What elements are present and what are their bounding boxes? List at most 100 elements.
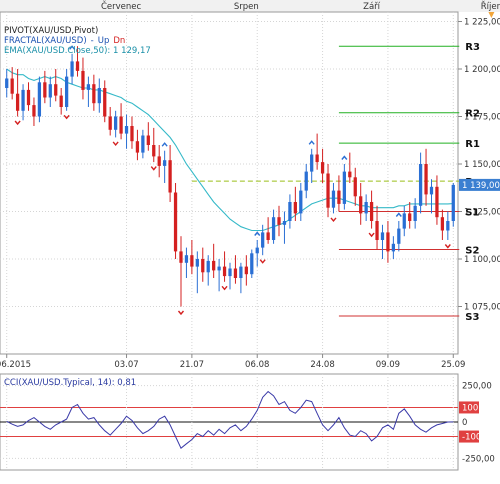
candle-body — [168, 160, 172, 193]
candle-body — [206, 260, 210, 273]
candle-body — [369, 202, 374, 221]
fractal-down-icon — [330, 217, 337, 222]
legend-fractal-up: Up — [97, 36, 110, 46]
candle-body — [32, 105, 36, 117]
candle-body — [179, 251, 183, 263]
ema-line — [6, 68, 454, 232]
current-price-badge — [459, 178, 500, 191]
candle-body — [239, 266, 243, 278]
candle-body — [70, 61, 74, 77]
candle-body — [103, 88, 107, 117]
candle-body — [375, 221, 379, 240]
month-strip — [0, 0, 500, 12]
candle-body — [54, 84, 58, 96]
x-tick-label: 25.09 — [441, 360, 465, 370]
cci-tick-label: 0 — [462, 418, 467, 428]
pivot-label: S1 — [465, 208, 479, 219]
fractal-down-icon — [112, 141, 119, 146]
main-plot-frame — [0, 11, 459, 355]
candle-body — [212, 260, 216, 271]
candle-body — [293, 202, 297, 214]
candle-body — [282, 221, 287, 225]
candle-body — [277, 217, 281, 225]
fractal-up-icon — [308, 140, 315, 145]
candle-body — [228, 268, 232, 277]
candle-body — [75, 61, 80, 71]
candle-body — [222, 266, 227, 277]
candle-body — [380, 232, 385, 240]
candle-body — [288, 202, 292, 221]
candle-body — [119, 116, 123, 134]
candle-body — [108, 116, 112, 130]
candle-body — [141, 135, 145, 153]
candle-body — [337, 190, 341, 204]
month-label: Srpen — [234, 2, 259, 12]
candle-body — [233, 268, 238, 278]
candle-body — [48, 84, 52, 98]
candle-body — [255, 247, 259, 254]
candle-body — [146, 135, 150, 145]
fractal-down-icon — [150, 166, 157, 171]
candle-body — [43, 82, 47, 98]
candle-body — [217, 266, 221, 271]
cci-tick-label: -250,00 — [462, 454, 495, 464]
x-tick-label: 21.07 — [180, 360, 204, 370]
candle-body — [397, 228, 401, 244]
fractal-up-icon — [341, 155, 348, 160]
legend-fractal-label: FRACTAL(XAU/USD) — [4, 36, 87, 46]
candle-body — [348, 171, 352, 178]
candle-body — [163, 160, 167, 166]
month-label: Červenec — [101, 0, 142, 12]
pivot-label: R2 — [465, 109, 480, 120]
fractal-down-icon — [444, 244, 451, 249]
candle-body — [5, 78, 9, 88]
candle-body — [114, 116, 118, 130]
candle-body — [429, 186, 434, 195]
x-tick-label: 06.08 — [245, 360, 269, 370]
candle-body — [261, 232, 265, 248]
candle-body — [81, 70, 85, 90]
candle-body — [359, 196, 363, 214]
candle-body — [157, 156, 161, 166]
candle-body — [173, 192, 178, 252]
month-label: Říjen — [481, 1, 500, 12]
candle-body — [92, 84, 96, 104]
y-tick-label: 1 100,00 — [464, 255, 500, 265]
candle-body — [130, 126, 134, 142]
month-label: Září — [363, 2, 381, 12]
candle-body — [21, 89, 25, 111]
legend-fractal-dn: Dn — [113, 36, 126, 46]
fractal-down-icon — [259, 259, 266, 264]
candle-body — [315, 154, 319, 163]
candle-body — [326, 173, 330, 208]
x-tick-label: 09.09 — [376, 360, 400, 370]
candle-body — [353, 177, 357, 197]
y-tick-label: 1 175,00 — [464, 113, 500, 123]
candle-body — [408, 213, 412, 221]
fractal-up-icon — [161, 142, 168, 147]
y-tick-label: 1 200,00 — [464, 65, 500, 75]
legend-cci: CCI(XAU/USD.Typical, 14): 0,81 — [4, 378, 137, 388]
candle-body — [364, 202, 368, 214]
candle-body — [10, 78, 14, 94]
fractal-down-icon — [368, 232, 375, 238]
pivot-label: S2 — [465, 246, 479, 257]
cci-line — [6, 390, 454, 449]
fractal-up-icon — [395, 212, 402, 217]
y-tick-label: 1 125,00 — [464, 208, 500, 218]
fractal-up-icon — [69, 45, 76, 50]
candle-body — [402, 213, 406, 229]
x-tick-label: 03.07 — [114, 360, 138, 370]
fractal-down-icon — [14, 120, 21, 126]
candle-body — [435, 186, 439, 218]
candle-body — [184, 255, 189, 263]
candle-body — [97, 88, 101, 104]
candle-body — [250, 253, 254, 275]
pivot-label: R3 — [465, 42, 480, 53]
candle-body — [304, 171, 308, 191]
y-tick-label: 1 150,00 — [464, 160, 500, 170]
fractal-down-icon — [63, 114, 70, 120]
candle-body — [86, 84, 91, 90]
y-tick-label: 1 225,00 — [464, 18, 500, 28]
